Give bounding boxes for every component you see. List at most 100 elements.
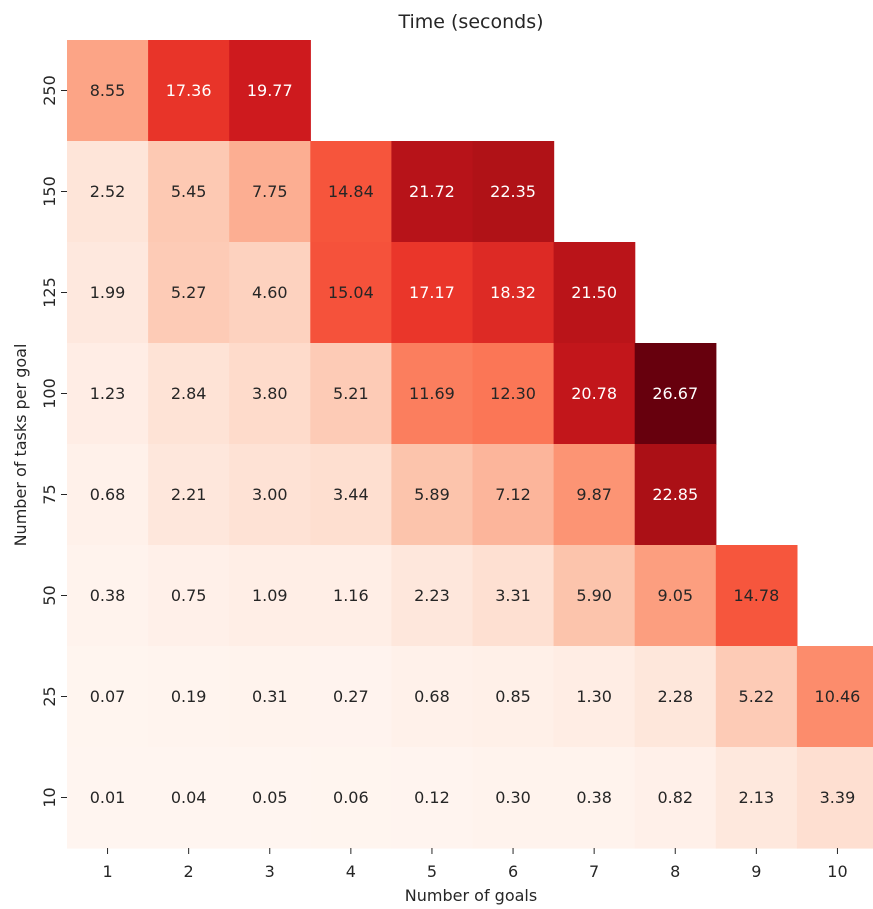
heatmap-cell <box>391 343 474 445</box>
heatmap-cell-label: 3.31 <box>495 586 531 605</box>
heatmap-cell-label: 0.12 <box>414 788 450 807</box>
heatmap-cell <box>796 747 873 849</box>
x-tick-label: 5 <box>427 862 437 881</box>
heatmap-cell-label: 2.52 <box>90 182 126 201</box>
heatmap-cell <box>391 141 474 243</box>
y-tick-label: 25 <box>40 686 59 706</box>
heatmap-cell <box>229 747 311 849</box>
heatmap-cell <box>67 646 149 748</box>
heatmap-cell <box>634 545 717 647</box>
y-axis-title: Number of tasks per goal <box>11 344 30 547</box>
heatmap-cell-label: 7.75 <box>252 182 288 201</box>
heatmap-cell-label: 5.89 <box>414 485 450 504</box>
heatmap-cell-label: 1.16 <box>333 586 369 605</box>
heatmap-cell-label: 5.21 <box>333 384 369 403</box>
heatmap-cell <box>148 242 230 344</box>
heatmap-cell-label: 21.50 <box>571 283 617 302</box>
x-axis-title: Number of goals <box>405 886 537 905</box>
heatmap-cell-label: 0.30 <box>495 788 531 807</box>
heatmap-cell-label: 14.78 <box>733 586 779 605</box>
heatmap-cell-label: 0.38 <box>576 788 612 807</box>
x-tick-label: 6 <box>508 862 518 881</box>
heatmap-cell <box>553 444 636 546</box>
heatmap-cell <box>472 141 555 243</box>
heatmap-cell <box>553 646 636 748</box>
heatmap-cell-label: 0.31 <box>252 687 288 706</box>
heatmap-cell <box>553 242 636 344</box>
heatmap-cell <box>67 545 149 647</box>
heatmap-cell <box>634 646 717 748</box>
heatmap-cell <box>229 141 311 243</box>
heatmap-cell-label: 4.60 <box>252 283 288 302</box>
heatmap-cell <box>148 646 230 748</box>
heatmap-cell-label: 14.84 <box>328 182 374 201</box>
heatmap-cell <box>67 747 149 849</box>
heatmap-cell-label: 7.12 <box>495 485 531 504</box>
heatmap-cell-label: 0.75 <box>171 586 207 605</box>
heatmap-cell-label: 5.22 <box>739 687 775 706</box>
y-tick-label: 10 <box>40 787 59 807</box>
heatmap-cell-label: 0.27 <box>333 687 369 706</box>
y-tick-label: 150 <box>40 176 59 207</box>
heatmap-cell <box>67 40 149 142</box>
heatmap-cell-label: 1.30 <box>576 687 612 706</box>
heatmap-cell-label: 0.07 <box>90 687 126 706</box>
x-tick-label: 4 <box>346 862 356 881</box>
heatmap-cell-label: 2.23 <box>414 586 450 605</box>
x-tick-label: 7 <box>589 862 599 881</box>
heatmap-cell-label: 5.90 <box>576 586 612 605</box>
heatmap-cell-label: 22.85 <box>652 485 698 504</box>
heatmap-cell-label: 15.04 <box>328 283 374 302</box>
heatmap-cell <box>472 545 555 647</box>
heatmap-cell-label: 1.99 <box>90 283 126 302</box>
heatmap-cell <box>148 141 230 243</box>
chart-title: Time (seconds) <box>397 11 543 33</box>
heatmap-cell <box>229 242 311 344</box>
heatmap-cell <box>229 646 311 748</box>
heatmap-cell-label: 21.72 <box>409 182 455 201</box>
y-tick-label: 125 <box>40 277 59 308</box>
heatmap-cell <box>310 646 392 748</box>
heatmap-cell-label: 0.68 <box>414 687 450 706</box>
y-tick-label: 100 <box>40 378 59 409</box>
heatmap-cell <box>148 444 230 546</box>
heatmap-cell <box>472 646 555 748</box>
heatmap-cells <box>67 40 873 849</box>
heatmap-cell <box>67 343 149 445</box>
heatmap-cell <box>472 343 555 445</box>
y-axis: 250 150 125 100 75 50 25 10 <box>40 75 67 808</box>
heatmap-cell <box>310 545 392 647</box>
x-tick-label: 8 <box>670 862 680 881</box>
heatmap-cell-label: 0.04 <box>171 788 207 807</box>
heatmap-cell <box>715 646 798 748</box>
heatmap-cell-label: 0.68 <box>90 485 126 504</box>
heatmap-cell <box>634 343 717 445</box>
heatmap-cell <box>148 40 230 142</box>
heatmap-cell-label: 9.05 <box>657 586 693 605</box>
y-tick-label: 50 <box>40 585 59 605</box>
heatmap-cell-label: 5.45 <box>171 182 207 201</box>
heatmap-cell-label: 1.09 <box>252 586 288 605</box>
heatmap-cell-label: 19.77 <box>247 81 293 100</box>
heatmap-cell-label: 17.17 <box>409 283 455 302</box>
heatmap-cell <box>148 747 230 849</box>
heatmap-cell <box>391 444 474 546</box>
heatmap-cell <box>553 545 636 647</box>
heatmap-cell <box>229 545 311 647</box>
heatmap-cell-label: 2.28 <box>657 687 693 706</box>
x-tick-label: 1 <box>102 862 112 881</box>
heatmap-cell-label: 0.05 <box>252 788 288 807</box>
heatmap-cell-labels: 8.55 17.36 19.77 2.52 5.45 7.75 14.84 21.72 22.3… <box>90 81 861 807</box>
heatmap-cell-label: 0.85 <box>495 687 531 706</box>
heatmap-cell-label: 26.67 <box>652 384 698 403</box>
x-tick-label: 9 <box>751 862 761 881</box>
heatmap-cell-label: 0.82 <box>657 788 693 807</box>
heatmap-cell <box>310 747 392 849</box>
heatmap-cell-label: 3.39 <box>820 788 856 807</box>
heatmap-cell <box>148 343 230 445</box>
heatmap-cell <box>310 444 392 546</box>
heatmap-cell <box>634 444 717 546</box>
x-tick-label: 2 <box>184 862 194 881</box>
heatmap-cell-label: 0.19 <box>171 687 207 706</box>
